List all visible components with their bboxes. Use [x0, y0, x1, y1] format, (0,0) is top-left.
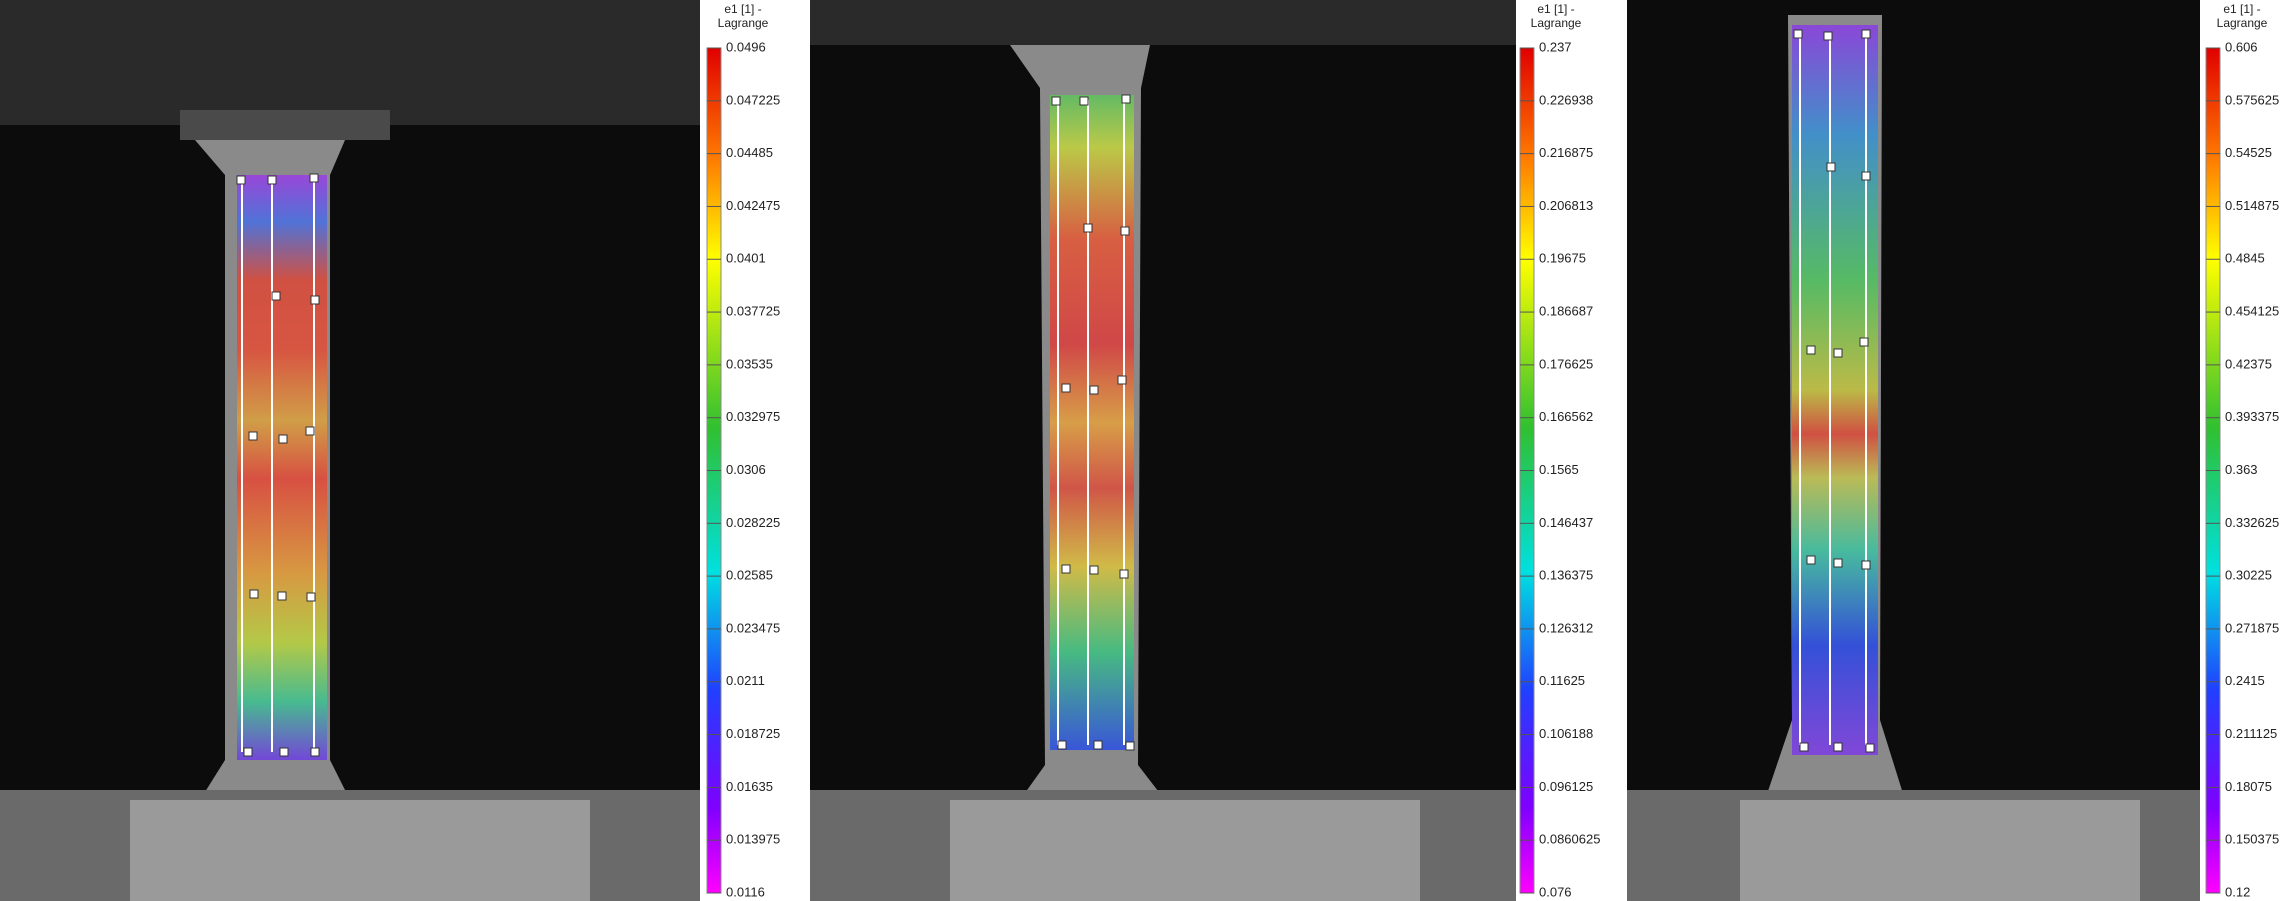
colorbar-tick-label: 0.0211 [726, 673, 765, 688]
colorbar-tick-label: 0.19675 [1539, 251, 1586, 266]
colorbar-tick-label: 0.54525 [2225, 145, 2272, 160]
colorbar-tick-label: 0.126312 [1539, 620, 1593, 635]
colorbar-tick-label: 0.023475 [726, 620, 780, 635]
colorbar-title: e1 [1] - [1537, 2, 1574, 16]
colorbar-tick-label: 0.146437 [1539, 515, 1593, 530]
panel-image [810, 0, 1516, 901]
colorbar-tick-label: 0.106188 [1539, 726, 1593, 741]
colorbar-tick-label: 0.03535 [726, 356, 773, 371]
colorbar-tick-label: 0.11625 [1539, 673, 1585, 688]
colorbar-tick-label: 0.032975 [726, 409, 780, 424]
colorbar-tick-label: 0.0860625 [1539, 832, 1600, 847]
colorbar-tick-label: 0.013975 [726, 832, 780, 847]
colorbar-title: Lagrange [1531, 16, 1582, 30]
colorbar-title: e1 [1] - [724, 2, 761, 16]
colorbar-tick-label: 0.211125 [2225, 726, 2277, 741]
colorbar-tick-label: 0.042475 [726, 198, 780, 213]
colorbar-tick-label: 0.30225 [2225, 568, 2272, 583]
colorbar-tick-label: 0.271875 [2225, 620, 2279, 635]
colorbar-tick-label: 0.01635 [726, 779, 773, 794]
colorbar-tick-label: 0.02585 [726, 568, 773, 583]
colorbar-tick-label: 0.363 [2225, 462, 2258, 477]
colorbar-tick-label: 0.18075 [2225, 779, 2272, 794]
colorbar-tick-label: 0.076 [1539, 884, 1572, 899]
colorbar-tick-label: 0.028225 [726, 515, 780, 530]
colorbar-tick-label: 0.018725 [726, 726, 780, 741]
colorbar-tick-label: 0.0306 [726, 462, 766, 477]
colorbar-tick-label: 0.037725 [726, 304, 780, 319]
colorbar-tick-label: 0.136375 [1539, 568, 1593, 583]
colorbar-tick-label: 0.575625 [2225, 92, 2279, 107]
colorbar-tick-label: 0.0401 [726, 251, 766, 266]
colorbar-tick-label: 0.0116 [726, 884, 765, 899]
colorbar-tick-label: 0.514875 [2225, 198, 2279, 213]
colorbar-tick-label: 0.150375 [2225, 832, 2279, 847]
page: e1 [1] -Lagrange0.04960.0472250.044850.0… [0, 0, 2292, 901]
colorbar-tick-label: 0.42375 [2225, 356, 2272, 371]
colorbar-tick-label: 0.176625 [1539, 356, 1593, 371]
panel-image [1627, 0, 2200, 901]
colorbar-tick-label: 0.04485 [726, 145, 773, 160]
colorbar-tick-label: 0.0496 [726, 39, 766, 54]
colorbar-tick-label: 0.454125 [2225, 304, 2279, 319]
colorbar-tick-label: 0.237 [1539, 39, 1572, 54]
colorbar-tick-label: 0.4845 [2225, 251, 2265, 266]
panel-image [0, 0, 700, 901]
colorbar-tick-label: 0.166562 [1539, 409, 1593, 424]
figure: e1 [1] -Lagrange0.04960.0472250.044850.0… [0, 0, 2292, 901]
colorbar-title: e1 [1] - [2223, 2, 2260, 16]
colorbar-tick-label: 0.393375 [2225, 409, 2279, 424]
colorbar-tick-label: 0.206813 [1539, 198, 1593, 213]
colorbar-tick-label: 0.216875 [1539, 145, 1593, 160]
colorbar-tick-label: 0.2415 [2225, 673, 2265, 688]
colorbar-tick-label: 0.332625 [2225, 515, 2279, 530]
colorbar-tick-label: 0.1565 [1539, 462, 1579, 477]
colorbar-tick-label: 0.096125 [1539, 779, 1593, 794]
colorbar-title: Lagrange [718, 16, 769, 30]
colorbar-tick-label: 0.186687 [1539, 304, 1593, 319]
colorbar-tick-label: 0.047225 [726, 92, 780, 107]
colorbar-title: Lagrange [2217, 16, 2268, 30]
colorbar-tick-label: 0.606 [2225, 39, 2258, 54]
colorbar-tick-label: 0.226938 [1539, 92, 1593, 107]
colorbar-tick-label: 0.12 [2225, 884, 2250, 899]
